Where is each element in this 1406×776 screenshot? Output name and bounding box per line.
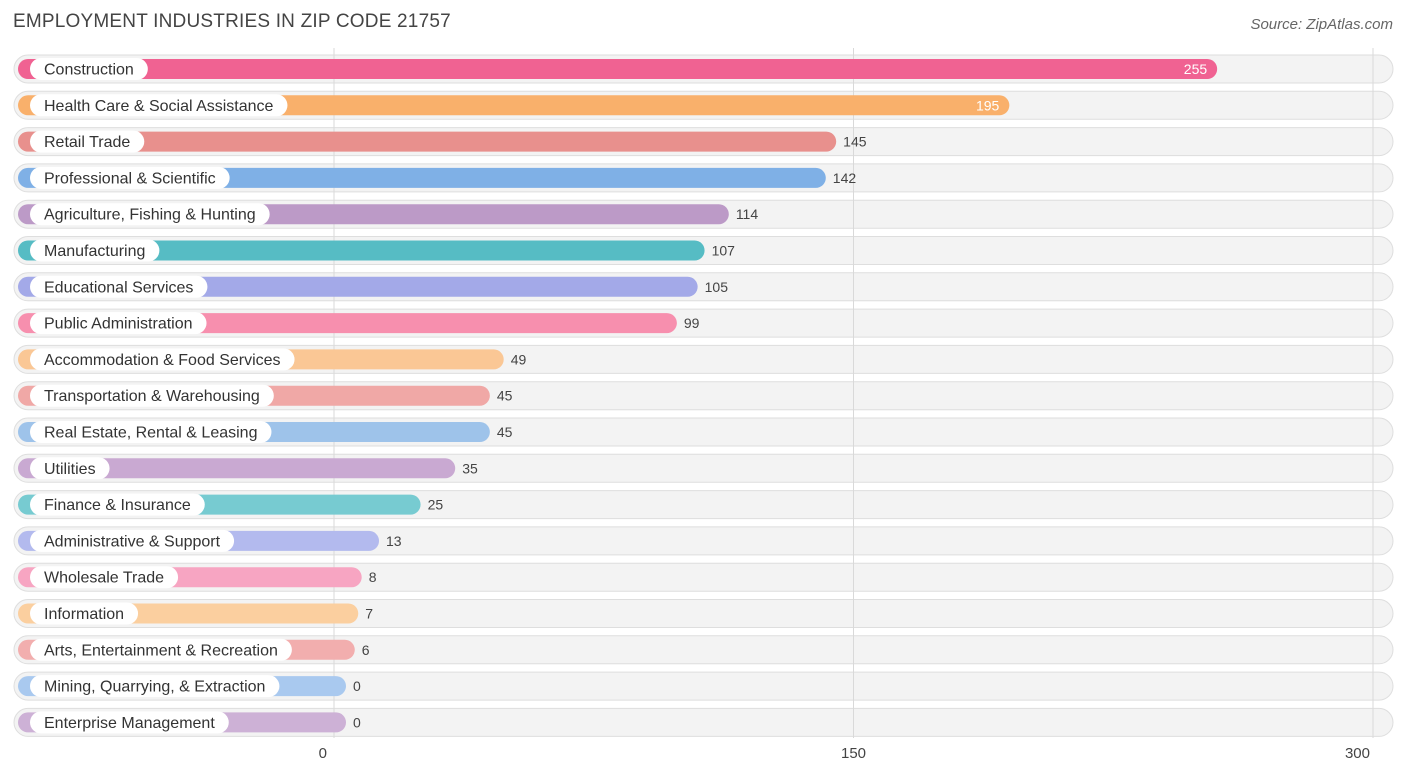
category-label: Professional & Scientific [44,170,216,187]
category-label: Construction [44,62,134,79]
value-label: 35 [462,460,478,476]
value-label: 195 [976,97,1000,113]
x-tick-label: 300 [1345,745,1370,762]
category-label: Finance & Insurance [44,497,191,514]
category-label: Mining, Quarrying, & Extraction [44,679,265,696]
category-label: Manufacturing [44,243,145,260]
category-label: Transportation & Warehousing [44,388,260,405]
value-label: 45 [497,424,513,440]
source-note: Source: ZipAtlas.com [1250,16,1393,33]
value-label: 0 [353,678,361,694]
category-label-pill [30,602,139,625]
category-label: Information [44,606,124,623]
value-label: 107 [712,243,736,259]
category-label-pill [30,275,208,298]
value-label: 99 [684,315,700,331]
row-background [13,707,1394,737]
category-label-pill [30,493,205,516]
value-label: 145 [843,134,867,150]
category-label-pill [30,348,295,371]
category-label-pill [30,457,110,480]
category-label: Agriculture, Fishing & Hunting [44,207,256,224]
category-label-pill [30,203,270,226]
category-label: Accommodation & Food Services [44,352,281,369]
bar [18,59,1218,79]
category-label: Arts, Entertainment & Recreation [44,642,278,659]
value-label: 25 [428,497,444,513]
category-label: Retail Trade [44,134,130,151]
category-label-pill [30,566,179,589]
value-label: 6 [362,642,370,658]
category-label: Real Estate, Rental & Leasing [44,425,257,442]
category-label: Public Administration [44,316,193,333]
category-label-pill [30,130,145,153]
value-label: 49 [511,351,527,367]
x-axis-ticks: 0 150 300 [319,745,1370,762]
bar [18,458,456,479]
category-label-pill [30,384,274,407]
category-label: Administrative & Support [44,533,221,550]
bars: Construction 255 Health Care & Social Assi… [18,58,1218,734]
x-tick-label: 150 [841,745,866,762]
category-label-pill [30,529,235,552]
category-label: Educational Services [44,279,193,296]
value-label: 142 [833,170,857,186]
category-label-pill [30,94,288,117]
bar [18,131,837,152]
category-label: Wholesale Trade [44,570,164,587]
row-background [13,635,1394,665]
value-label: 0 [353,714,361,730]
category-label-pill [30,239,160,262]
value-label: 13 [386,533,402,549]
value-label: 7 [365,606,373,622]
category-label-pill [30,58,148,80]
category-label: Utilities [44,461,96,478]
bar [18,240,705,261]
category-label-pill [30,675,280,698]
category-label-pill [30,711,229,734]
row-background [13,671,1394,701]
category-label-pill [30,312,207,335]
value-label: 45 [497,388,513,404]
value-label: 114 [736,206,759,222]
category-label: Enterprise Management [44,715,215,732]
category-label: Health Care & Social Assistance [44,98,274,115]
value-label: 105 [705,279,729,295]
value-label: 8 [369,569,377,585]
category-label-pill [30,166,230,189]
chart-title: EMPLOYMENT INDUSTRIES IN ZIP CODE 21757 [13,11,451,32]
x-tick-label: 0 [319,745,327,762]
category-label-pill [30,638,292,661]
row-background [13,599,1394,628]
category-label-pill [30,421,272,443]
value-label: 255 [1184,61,1208,77]
